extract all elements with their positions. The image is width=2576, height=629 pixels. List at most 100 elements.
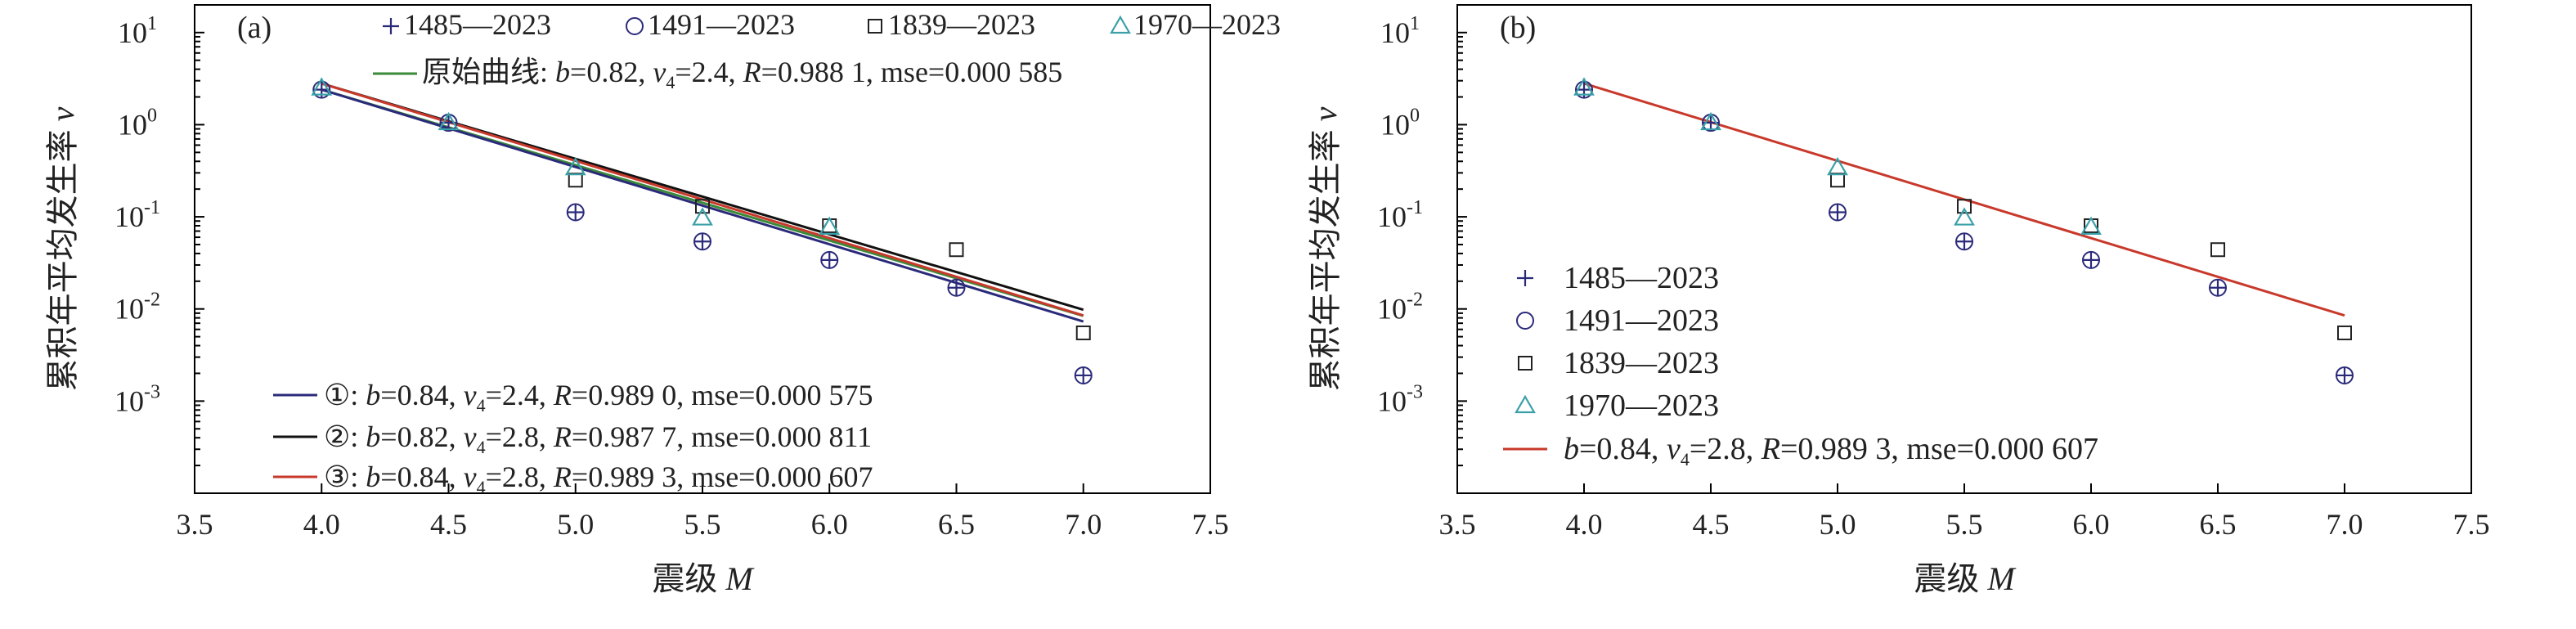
data-point-circle [1074, 366, 1093, 384]
y-tick-exponent: -1 [1407, 197, 1423, 218]
legend-marker-square [1518, 356, 1533, 371]
y-tick-exponent: 0 [1410, 105, 1420, 126]
legend-original-v-symbol: v [653, 56, 666, 88]
data-point-circle [947, 278, 966, 297]
legend-original-r-symbol: R [743, 56, 761, 88]
data-point-triangle [2080, 216, 2102, 235]
y-tick-base: 10 [114, 293, 144, 326]
legend-fit2-r-symbol: R [553, 420, 572, 453]
x-axis-label-symbol: M [1986, 560, 2017, 597]
legend-fit2-b-value: =0.82, [380, 420, 463, 453]
y-tick-label: 10-3 [1377, 381, 1423, 417]
x-tick-label: 5.5 [1946, 508, 1983, 541]
series-circle [1575, 80, 2354, 384]
y-tick-exponent: -3 [144, 381, 160, 402]
legend-fit3-v-symbol: v [464, 461, 477, 493]
legend-label-original: 原始曲线: b=0.82, v4=2.4, R=0.988 1, mse=0.0… [422, 56, 1062, 92]
data-point-triangle [1827, 157, 1848, 176]
y-axis-label-symbol: v [44, 106, 81, 121]
legend-fit3-b-value: =0.84, [380, 461, 463, 493]
y-tick-exponent: -2 [1407, 290, 1423, 311]
chart-panel-a: 3.5 4.0 4.5 5.0 5.5 6.0 6.5 7.0 7.510110010-110-… [44, 4, 1281, 597]
series-square [1830, 173, 2352, 340]
legend-fit3-prefix: ③: [324, 461, 366, 493]
data-point-plus [694, 233, 711, 250]
legend-label-fit: b=0.84, v4=2.8, R=0.989 3, mse=0.000 607 [1564, 432, 2098, 470]
y-tick-label: 100 [1380, 105, 1420, 141]
legend-fit2-prefix: ②: [324, 420, 366, 453]
data-point-plus [2336, 366, 2353, 384]
chart-panel-b: 3.5 4.0 4.5 5.0 5.5 6.0 6.5 7.0 7.510110010-110-… [1307, 4, 2490, 597]
legend-fit3-b-symbol: b [366, 461, 380, 493]
legend-original-b-symbol: b [555, 56, 570, 88]
x-axis-label-text: 震级 [652, 560, 725, 597]
y-tick-base: 10 [1380, 108, 1410, 141]
data-point-square [568, 173, 583, 188]
x-tick-label: 7.5 [1192, 508, 1229, 541]
data-point-triangle [819, 216, 841, 235]
x-tick-label: 6.5 [938, 508, 975, 541]
legend-label-fit2: ②: b=0.82, v4=2.8, R=0.987 7, mse=0.000 … [324, 420, 872, 457]
x-tick-label: 4.5 [430, 508, 467, 541]
legend-fit2-b-symbol: b [366, 420, 380, 453]
data-point-circle [1575, 80, 1593, 99]
legend-label-plus: 1485—2023 [404, 8, 551, 41]
legend-label-circle: 1491—2023 [648, 8, 795, 41]
legend-fit1-b-symbol: b [366, 379, 380, 411]
legend-original-b-value: =0.82, [570, 56, 653, 88]
x-axis-label-symbol: M [725, 560, 755, 597]
x-tick-label: 7.5 [2453, 508, 2490, 541]
legend-marker-square [868, 19, 882, 34]
legend-marker-circle [626, 17, 644, 35]
data-point-plus [1956, 233, 1972, 250]
legend-label-square: 1839—2023 [1564, 346, 1719, 380]
data-point-circle [2082, 250, 2100, 269]
data-point-plus [567, 204, 584, 221]
legend-fit3-r-mse-value: =0.989 3, mse=0.000 607 [572, 461, 873, 493]
data-point-triangle [692, 207, 713, 226]
legend-fit-r-mse-value: =0.989 3, mse=0.000 607 [1780, 432, 2098, 466]
data-point-square [1957, 199, 1972, 214]
data-point-circle [2336, 366, 2354, 384]
y-tick-base: 10 [1380, 16, 1410, 49]
y-tick-exponent: 0 [147, 105, 157, 126]
data-point-circle [693, 232, 711, 251]
data-point-triangle [1954, 207, 1975, 226]
data-point-plus [821, 251, 838, 268]
y-tick-label: 10-1 [114, 197, 160, 233]
x-tick-label: 4.0 [1566, 508, 1603, 541]
y-tick-base: 10 [118, 16, 147, 49]
legend-original-r-mse-value: =0.988 1, mse=0.000 585 [761, 56, 1063, 88]
legend-marker-plus [1517, 270, 1533, 286]
legend-label-triangle: 1970—2023 [1564, 389, 1719, 423]
data-point-circle [1829, 203, 1847, 222]
legend-marker-triangle [1110, 15, 1131, 34]
panel-label: (a) [237, 11, 272, 45]
legend-marker-circle [1516, 312, 1534, 330]
data-point-plus [2210, 279, 2226, 296]
data-point-plus [2083, 251, 2099, 268]
x-tick-label: 3.5 [1439, 508, 1476, 541]
legend-fit2-v4-value: =2.8, [486, 420, 554, 453]
y-axis-label-text: 累积年平均发生率 [44, 121, 81, 391]
legend-label-triangle: 1970—2023 [1133, 8, 1281, 41]
data-point-square [1830, 173, 1845, 188]
legend-fit-v4-value: =2.8, [1690, 432, 1761, 466]
data-point-square [949, 242, 964, 258]
legend-fit3-v4-value: =2.8, [486, 461, 554, 493]
y-tick-label: 10-2 [114, 290, 160, 326]
x-tick-label: 4.0 [303, 508, 340, 541]
legend-fit1-v4-value: =2.4, [486, 379, 554, 411]
fit-line-fit1 [321, 88, 1084, 323]
series-triangle [1573, 77, 2102, 235]
data-point-circle [1955, 232, 1973, 251]
data-point-circle [2209, 278, 2227, 297]
data-point-triangle [438, 111, 460, 131]
y-tick-label: 10-1 [1377, 197, 1423, 233]
panel-label: (b) [1500, 11, 1536, 45]
data-point-triangle [1700, 111, 1721, 131]
legend-fit2-r-mse-value: =0.987 7, mse=0.000 811 [572, 420, 872, 453]
data-point-plus [948, 279, 965, 296]
